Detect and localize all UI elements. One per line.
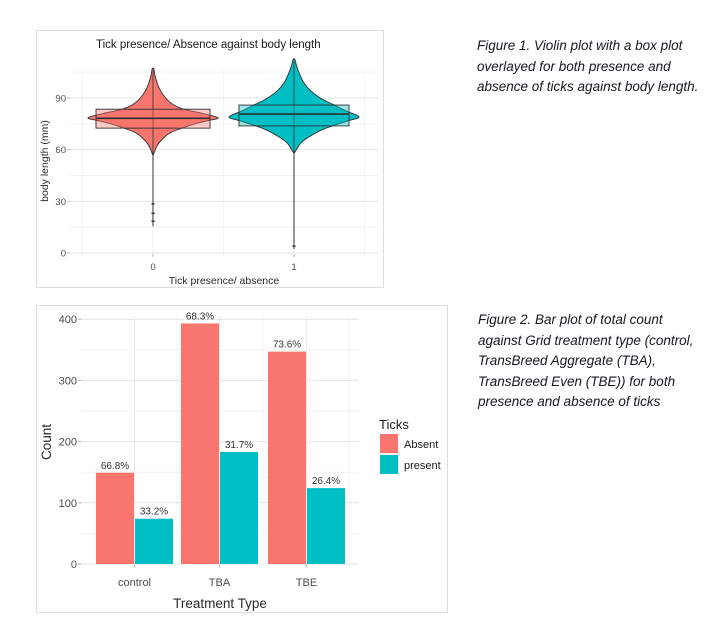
y-tick-label: 300 xyxy=(59,375,77,387)
caption-line: Figure 2. Bar plot of total count xyxy=(478,312,663,327)
x-tick-label: TBA xyxy=(209,577,231,589)
x-tick-label: 1 xyxy=(291,262,296,273)
y-tick-label: 90 xyxy=(55,94,66,105)
y-tick-label: 400 xyxy=(59,314,77,326)
bar-percent-label: 26.4% xyxy=(312,476,340,487)
bar-percent-label: 31.7% xyxy=(225,440,253,451)
bar-control-present xyxy=(135,518,173,564)
legend-label-absent: Absent xyxy=(404,439,438,451)
bar-TBA-absent xyxy=(181,323,219,564)
caption-line: TransBreed Even (TBE)) for both xyxy=(478,373,676,389)
x-tick-label: control xyxy=(118,577,151,589)
bar-TBE-present xyxy=(307,488,345,564)
bar-percent-label: 66.8% xyxy=(101,461,129,472)
x-tick-label: TBE xyxy=(296,577,317,589)
caption-line: against Grid treatment type (control, xyxy=(478,332,694,348)
figure1-title: Tick presence/ Absence against body leng… xyxy=(96,39,321,51)
bar-control-absent xyxy=(96,472,134,564)
figure2-y-axis-title: Count xyxy=(39,424,54,460)
legend-title: Ticks xyxy=(379,417,409,432)
y-tick-label: 60 xyxy=(55,145,66,156)
figure1-x-axis-title: Tick presence/ absence xyxy=(169,275,280,287)
y-tick-label: 100 xyxy=(59,498,77,510)
bar-percent-label: 68.3% xyxy=(186,311,214,322)
y-tick-label: 0 xyxy=(71,559,77,571)
bar-percent-label: 33.2% xyxy=(140,507,168,518)
figure2-chart: 0 100 200 300 400 control TBA TBE 66.8% 68.3% 73.6… xyxy=(39,311,441,611)
caption-line: overlayed for both presence and xyxy=(477,58,671,74)
x-tick-label: 0 xyxy=(150,262,155,273)
legend-swatch-absent xyxy=(380,434,398,453)
figure2-image: 0 100 200 300 400 control TBA TBE 66.8% 68.3% 73.6… xyxy=(36,305,448,613)
bar-TBE-absent xyxy=(268,351,306,564)
legend: Ticks Absent present xyxy=(379,417,441,474)
box-plot-1 xyxy=(238,104,350,127)
y-tick-label: 30 xyxy=(55,197,66,208)
bar-TBA-present xyxy=(220,452,258,564)
caption-line: TransBreed Aggregate (TBA), xyxy=(478,353,656,369)
figure1-chart: 0 30 60 90 0 1 Tick presence/ Absence against… xyxy=(39,39,378,287)
y-tick-label: 0 xyxy=(61,249,66,260)
legend-swatch-present xyxy=(380,455,398,474)
figure2-x-axis-title: Treatment Type xyxy=(173,596,267,611)
caption-line: absence of ticks against body length. xyxy=(477,79,699,95)
figure1-image: 0 30 60 90 0 1 Tick presence/ Absence against… xyxy=(36,30,384,288)
y-tick-label: 200 xyxy=(59,437,77,449)
caption-line: Figure 1. Violin plot with a box plot xyxy=(477,38,683,53)
figure1-caption: Figure 1. Violin plot with a box plot ov… xyxy=(477,36,706,98)
bar-percent-label: 73.6% xyxy=(273,340,301,351)
figure1-y-axis-title: body length (mm) xyxy=(39,120,51,202)
legend-label-present: present xyxy=(404,460,441,472)
caption-line: presence and absence of ticks xyxy=(478,394,661,410)
figure2-caption: Figure 2. Bar plot of total count agains… xyxy=(478,310,706,413)
